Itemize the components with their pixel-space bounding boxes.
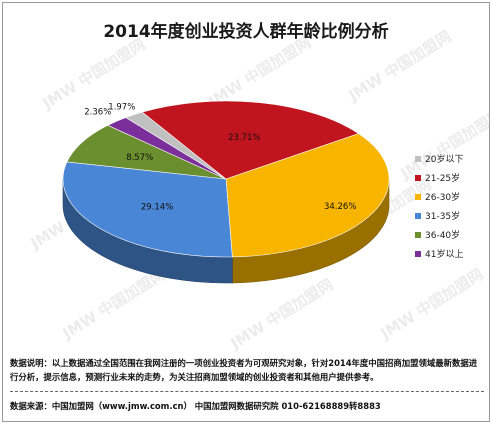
pie-slice-3	[62, 161, 233, 258]
data-label-1: 23.71%	[228, 133, 260, 143]
legend-label: 36-40岁	[425, 231, 461, 241]
legend-item: 26-30岁	[415, 187, 463, 206]
data-label-5: 2.36%	[84, 107, 111, 117]
data-source: 数据来源：中国加盟网（www.jmw.com.cn） 中国加盟网数据研究院 01…	[10, 401, 381, 411]
legend-swatch	[415, 155, 421, 162]
pie-chart: 1.97% 23.71% 34.26% 29.14% 8.57% 2.36%	[62, 100, 390, 284]
legend-swatch	[415, 231, 421, 238]
legend-item: 21-25岁	[415, 168, 463, 187]
legend-label: 41岁以上	[425, 250, 464, 260]
pie-slice-5	[107, 117, 227, 180]
legend-label: 20岁以下	[425, 155, 464, 165]
legend-item: 41岁以上	[415, 244, 463, 263]
pie-slice-4	[66, 124, 227, 180]
data-label-0: 1.97%	[108, 102, 135, 112]
divider	[10, 391, 484, 392]
data-label-4: 8.57%	[126, 153, 153, 163]
data-label-2: 34.26%	[324, 202, 356, 212]
legend-item: 31-35岁	[415, 206, 463, 225]
legend-item: 20岁以下	[415, 149, 463, 168]
legend-swatch	[415, 212, 421, 219]
pie-slice-1	[141, 100, 360, 180]
legend-swatch	[415, 193, 421, 200]
chart-legend: 20岁以下 21-25岁 26-30岁 31-35岁 36-40岁 41岁以上	[415, 149, 463, 263]
pie-slice-2	[225, 133, 390, 258]
legend-label: 31-35岁	[425, 212, 461, 222]
legend-swatch	[415, 250, 421, 257]
data-note: 数据说明：以上数据通过全国范围在我网注册的一项创业投资者为可观研究对象，针对20…	[10, 358, 478, 382]
chart-title: 2014年度创业投资人群年龄比例分析	[103, 22, 389, 42]
legend-swatch	[415, 174, 421, 181]
legend-label: 21-25岁	[425, 174, 461, 184]
data-label-3: 29.14%	[141, 203, 173, 213]
legend-label: 26-30岁	[425, 193, 461, 203]
legend-item: 36-40岁	[415, 225, 463, 244]
